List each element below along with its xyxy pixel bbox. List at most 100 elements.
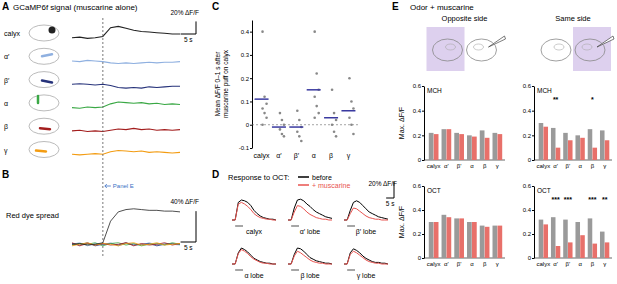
brain-icon: [29, 95, 59, 111]
brain-schematic: [467, 39, 497, 61]
panel-label: C: [212, 1, 219, 12]
point: [315, 105, 318, 108]
mean-line: [341, 110, 355, 112]
category-label: α′: [444, 163, 449, 169]
tick-label: 0.4: [413, 207, 422, 213]
y-axis: -0.100.10.20.30.4: [239, 21, 253, 152]
trace-group: [232, 248, 276, 264]
axis-line: [424, 87, 425, 161]
point: [265, 102, 268, 105]
trace: [232, 248, 276, 264]
category-label: β: [329, 152, 333, 160]
point: [283, 123, 286, 126]
category-label: γ: [496, 163, 499, 169]
legend-swatch: [298, 176, 309, 178]
plot-title: MCH: [537, 87, 552, 94]
pipette: [597, 36, 614, 47]
trace-group: [72, 102, 180, 108]
trace-group: [72, 150, 180, 154]
brain-icon: [29, 48, 59, 64]
category-label: γ: [603, 163, 606, 169]
trace: [344, 251, 388, 264]
brain-schematic: [433, 39, 463, 61]
bar: [580, 138, 585, 160]
significance: ***: [588, 196, 596, 203]
bar: [472, 137, 477, 160]
row-label: calyx: [4, 30, 20, 38]
bar: [563, 220, 568, 258]
tick-mark: [422, 210, 424, 211]
brain-schematic: [575, 39, 605, 61]
bar: [551, 128, 556, 160]
bar: [497, 134, 502, 160]
bar: [493, 133, 498, 160]
tick-label: 0.6: [523, 183, 532, 189]
bar: [568, 242, 573, 258]
bar: [493, 226, 498, 258]
tick: 0.1: [241, 99, 252, 105]
stim-shade: [427, 27, 465, 71]
bar: [459, 218, 464, 258]
point: [350, 100, 353, 103]
bar: [434, 134, 439, 160]
tick: 0.4: [241, 29, 252, 35]
tick-mark: [250, 55, 252, 56]
trace: [72, 84, 180, 88]
tick-label: 0.4: [523, 108, 532, 114]
mean-line: [272, 126, 286, 128]
point: [263, 112, 266, 115]
tick-label: 0.6: [413, 83, 422, 89]
brain-icon: [29, 118, 59, 134]
bar: [543, 224, 548, 258]
bar: [480, 226, 485, 258]
tick-label: 0: [528, 255, 532, 261]
tick-mark: [422, 111, 424, 112]
category-label: calyx: [427, 261, 441, 267]
category-label: β′: [566, 163, 571, 169]
lobe-icon: [49, 27, 56, 34]
significance: **: [553, 96, 559, 103]
point-group: [255, 30, 356, 142]
tick-label: 0.4: [523, 207, 532, 213]
trace-group: [232, 200, 276, 220]
bar-group: [429, 215, 502, 258]
y-axis: 00.20.40.6: [413, 183, 425, 261]
point: [296, 109, 299, 112]
mb-schematic: [474, 44, 484, 50]
point: [261, 123, 264, 126]
mean-line: [289, 126, 303, 128]
tick: 0.6: [523, 83, 534, 89]
lobe-icon: [42, 54, 52, 56]
scale-bar-x: [181, 34, 196, 35]
tick-mark: [250, 148, 252, 149]
panel-label: A: [2, 1, 9, 12]
tick-mark: [532, 86, 534, 87]
tick-mark: [250, 78, 252, 79]
significance: ***: [552, 196, 560, 203]
bar-group: [429, 129, 502, 160]
tick-mark: [422, 86, 424, 87]
tick-label: 0.4: [241, 29, 250, 35]
point: [317, 112, 320, 115]
category-label: α: [578, 163, 582, 169]
tick-mark: [422, 186, 424, 187]
bar: [472, 222, 477, 258]
trace-group: [72, 209, 180, 246]
point: [298, 135, 301, 138]
stimulus-bar: [291, 225, 299, 227]
bar: [588, 129, 593, 160]
pipette: [489, 36, 506, 47]
lobe-icon: [40, 128, 50, 129]
bar: [539, 220, 544, 258]
category-label: calyx: [537, 163, 551, 169]
scale-bar-y: [196, 21, 197, 34]
tick-label: 0.6: [523, 83, 532, 89]
axis-title-line: Mean ΔF/F 0–1 s after: [214, 51, 221, 117]
tick-label: 0.2: [241, 76, 250, 82]
brain-icon: [29, 72, 59, 88]
tick-label: 0.1: [241, 99, 250, 105]
point: [313, 30, 316, 33]
brain-icon: [29, 142, 59, 158]
bar: [480, 130, 485, 160]
bar: [605, 242, 610, 258]
